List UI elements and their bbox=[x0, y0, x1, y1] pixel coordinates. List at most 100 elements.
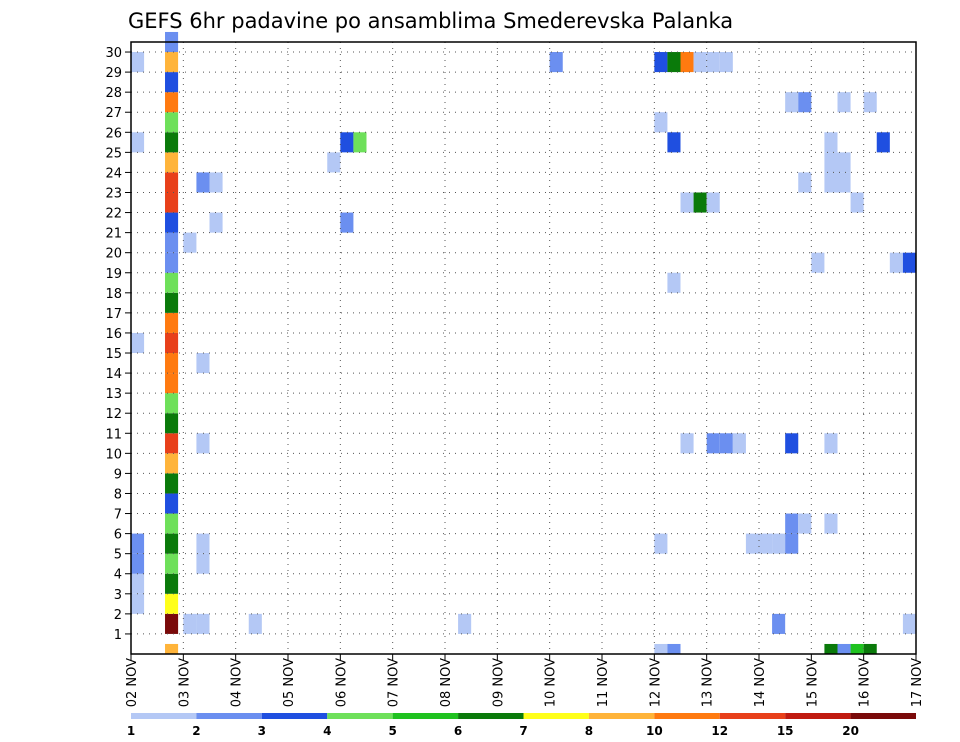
y-tick-label: 21 bbox=[105, 227, 122, 242]
precip-cell bbox=[850, 192, 864, 213]
precip-cell bbox=[131, 332, 145, 354]
precip-cell bbox=[131, 533, 145, 554]
y-tick-label: 30 bbox=[105, 46, 122, 61]
precip-cell bbox=[654, 112, 668, 133]
precip-cell bbox=[654, 52, 668, 73]
precip-cell bbox=[667, 272, 681, 293]
y-tick-label: 9 bbox=[114, 467, 122, 482]
ensemble-column-cell bbox=[165, 573, 179, 594]
x-tick-label: 05 NOV bbox=[282, 658, 297, 707]
y-tick-label: 6 bbox=[114, 528, 122, 543]
precip-cell bbox=[785, 533, 799, 554]
ensemble-column-cell bbox=[165, 513, 179, 534]
x-tick-label: 02 NOV bbox=[125, 658, 140, 707]
x-axis: 02 NOV 03 NOV 04 NOV 05 NOV 06 NOV 07 NOV 08 N… bbox=[125, 654, 925, 707]
y-tick-label: 24 bbox=[105, 166, 122, 181]
precip-cell bbox=[706, 192, 720, 213]
x-tick-label: 04 NOV bbox=[230, 658, 245, 707]
y-tick-label: 1 bbox=[114, 628, 122, 643]
precip-cell bbox=[248, 613, 262, 634]
colorbar-segment bbox=[392, 713, 459, 719]
precip-cell bbox=[196, 553, 210, 574]
x-tick-label: 16 NOV bbox=[858, 658, 873, 707]
y-tick-label: 17 bbox=[105, 307, 122, 322]
precip-cell bbox=[196, 533, 210, 554]
precip-cell bbox=[131, 132, 145, 153]
precip-cell bbox=[902, 613, 916, 634]
x-tick-label: 11 NOV bbox=[596, 658, 611, 707]
ensemble-column-cell bbox=[165, 413, 179, 434]
precip-cell bbox=[458, 613, 472, 634]
precip-cell bbox=[863, 92, 877, 113]
precip-cell bbox=[824, 433, 838, 454]
precip-cell bbox=[667, 132, 681, 153]
ensemble-column-cell bbox=[165, 613, 179, 634]
precip-cell bbox=[131, 52, 145, 73]
colorbar-segment bbox=[458, 713, 524, 719]
y-tick-label: 12 bbox=[105, 407, 122, 422]
colorbar-segment bbox=[327, 713, 393, 719]
precip-cell bbox=[876, 132, 890, 153]
colorbar-segment bbox=[850, 713, 916, 719]
y-tick-label: 15 bbox=[105, 347, 122, 362]
precip-cell bbox=[196, 433, 210, 454]
y-tick-label: 5 bbox=[114, 548, 122, 563]
precip-cell bbox=[654, 643, 668, 654]
x-tick-label: 17 NOV bbox=[910, 658, 925, 707]
y-tick-label: 20 bbox=[105, 247, 122, 262]
precip-cell bbox=[209, 172, 223, 193]
x-tick-label: 07 NOV bbox=[387, 658, 402, 707]
ensemble-column-cell bbox=[165, 232, 179, 253]
x-tick-label: 08 NOV bbox=[439, 658, 454, 707]
colorbar-segment bbox=[196, 713, 262, 719]
x-tick-label: 15 NOV bbox=[805, 658, 820, 707]
ensemble-column-cell bbox=[165, 132, 179, 153]
y-tick-label: 7 bbox=[114, 508, 122, 523]
ensemble-column-cell bbox=[165, 112, 179, 133]
colorbar-label: 5 bbox=[388, 724, 396, 738]
precip-cell bbox=[719, 433, 733, 454]
colorbar-label: 4 bbox=[323, 724, 331, 738]
colorbar-segment bbox=[719, 713, 786, 719]
precip-cell bbox=[772, 533, 786, 554]
y-tick-label: 11 bbox=[105, 427, 122, 442]
colorbar-segment bbox=[654, 713, 720, 719]
ensemble-column-cell bbox=[165, 152, 179, 173]
ensemble-column-cell bbox=[165, 433, 179, 454]
y-tick-label: 13 bbox=[105, 387, 122, 402]
precip-cell bbox=[745, 533, 759, 554]
precip-cell bbox=[667, 52, 681, 73]
precip-cell bbox=[693, 52, 707, 73]
ensemble-column-cell bbox=[165, 473, 179, 494]
ensemble-column-cell bbox=[165, 292, 179, 313]
ensemble-column-cell bbox=[165, 272, 179, 293]
cells-layer bbox=[131, 31, 916, 654]
precip-cell bbox=[824, 132, 838, 153]
x-tick-label: 14 NOV bbox=[753, 658, 768, 707]
colorbar-label: 10 bbox=[646, 724, 663, 738]
y-tick-label: 16 bbox=[105, 327, 122, 342]
ensemble-column-cell bbox=[165, 192, 179, 213]
precip-cell bbox=[824, 172, 838, 193]
colorbar-label: 6 bbox=[454, 724, 462, 738]
precip-cell bbox=[889, 252, 903, 273]
precip-cell bbox=[209, 212, 223, 233]
precip-cell bbox=[785, 513, 799, 534]
precip-cell bbox=[353, 132, 367, 153]
precip-cell bbox=[131, 573, 145, 594]
ensemble-column-cell bbox=[165, 453, 179, 474]
ensemble-column-cell bbox=[165, 393, 179, 414]
precip-cell bbox=[183, 613, 197, 634]
precip-cell bbox=[667, 643, 681, 654]
precip-cell bbox=[131, 593, 145, 614]
colorbar-label: 1 bbox=[127, 724, 135, 738]
ensemble-column-cell bbox=[165, 172, 179, 193]
ensemble-column-cell bbox=[165, 92, 179, 113]
y-tick-label: 3 bbox=[114, 588, 122, 603]
ensemble-column-cell bbox=[165, 52, 179, 73]
precip-cell bbox=[902, 252, 916, 273]
precip-cell bbox=[549, 52, 563, 73]
colorbar-segment bbox=[588, 713, 655, 719]
precip-cell bbox=[680, 52, 694, 73]
